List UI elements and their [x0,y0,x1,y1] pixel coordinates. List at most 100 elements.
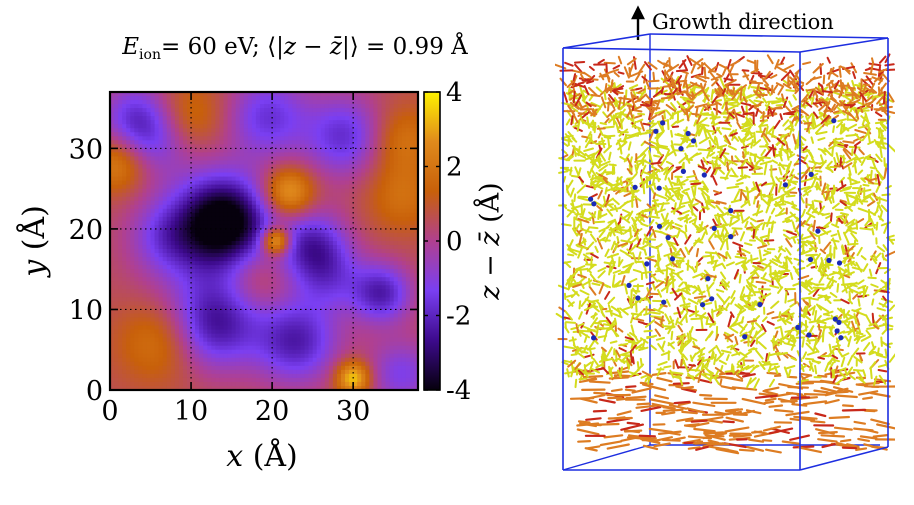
heatmap-cell [126,108,131,113]
heatmap-cell [320,160,326,166]
heatmap-cell [199,228,204,234]
heatmap-cell [409,241,415,246]
heatmap-cell [219,329,225,335]
heatmap-cell [239,208,245,214]
heatmap-cell [158,337,164,343]
heatmap-cell [195,341,200,347]
heatmap-cell [365,321,370,327]
heatmap-cell [195,140,200,145]
heatmap-cell [199,249,204,254]
heatmap-cell [304,337,310,343]
heatmap-cell [381,265,387,270]
heatmap-cell [361,253,366,258]
heatmap-cell [272,301,277,307]
heatmap-cell [150,140,156,145]
heatmap-cell [308,96,314,101]
heatmap-cell [385,216,391,222]
heatmap-cell [405,253,411,258]
heatmap-cell [227,309,233,315]
heatmap-cell [110,341,115,347]
heatmap-cell [272,160,277,166]
heatmap-cell [154,100,160,105]
heatmap-cell [110,337,115,343]
heatmap-cell [158,257,164,262]
heatmap-cell [178,345,184,351]
heatmap-cell [292,200,298,206]
heatmap-cell [215,293,221,298]
heatmap-cell [304,341,310,347]
heatmap-cell [393,156,399,162]
heatmap-cell [150,92,156,97]
heatmap-cell [199,184,204,190]
heatmap-cell [166,301,172,307]
heatmap-cell [114,257,119,262]
heatmap-cell [118,321,123,327]
heatmap-cell [312,132,318,137]
heatmap-cell [191,124,196,129]
heatmap-cell [158,333,164,339]
heatmap-cell [401,124,407,129]
heatmap-cell [389,341,395,347]
heatmap-cell [264,128,269,133]
heatmap-cell [324,257,330,262]
heatmap-cell [320,96,326,101]
heatmap-cell [223,293,229,298]
heatmap-cell [324,116,330,121]
heatmap-cell [114,192,119,198]
heatmap-cell [251,156,257,162]
heatmap-cell [332,281,338,286]
heatmap-cell [251,285,257,290]
heatmap-cell [284,236,289,242]
heatmap-cell [316,196,322,202]
heatmap-cell [227,313,233,319]
heatmap-cell [223,96,229,101]
heatmap-cell [389,212,395,218]
heatmap-cell [304,116,310,121]
heatmap-cell [357,305,362,311]
heatmap-cell [292,265,298,270]
heatmap-cell [304,345,310,351]
heatmap-cell [239,104,245,109]
heatmap-cell [223,116,229,121]
heatmap-cell [134,120,139,125]
heatmap-cell [393,100,399,105]
heatmap-cell [349,249,354,254]
heatmap-cell [300,333,306,339]
heatmap-cell [413,168,418,174]
heatmap-cell [336,228,342,234]
heatmap-cell [235,341,241,347]
heatmap-cell [219,245,225,250]
heatmap-cell [280,341,285,347]
heatmap-cell [288,297,293,303]
heatmap-cell [203,257,208,262]
heatmap-cell [373,148,379,154]
heatmap-cell [336,164,342,170]
heatmap-cell [239,200,245,206]
heatmap-cell [288,261,293,266]
heatmap-cell [324,128,330,133]
heatmap-cell [336,200,342,206]
chart-title: Eion= 60 eV; ⟨|z − z̄|⟩ = 0.99 Å [121,32,468,63]
heatmap-cell [158,180,164,186]
heatmap-cell [191,321,196,327]
heatmap-cell [259,253,265,258]
heatmap-cell [320,241,326,246]
heatmap-cell [178,212,184,218]
heatmap-cell [365,313,370,319]
heatmap-cell [304,140,310,145]
heatmap-cell [223,212,229,218]
heatmap-cell [255,297,261,303]
heatmap-cell [243,313,249,319]
heatmap-cell [259,192,265,198]
heatmap-cell [195,200,200,206]
heatmap-cell [332,108,338,113]
heatmap-cell [211,168,216,174]
heatmap-cell [255,132,261,137]
heatmap-cell [332,120,338,125]
heatmap-cell [296,273,302,278]
heatmap-cell [272,196,277,202]
heatmap-cell [405,269,411,274]
heatmap-cell [357,212,362,218]
heatmap-cell [178,353,184,359]
heatmap-cell [259,160,265,166]
